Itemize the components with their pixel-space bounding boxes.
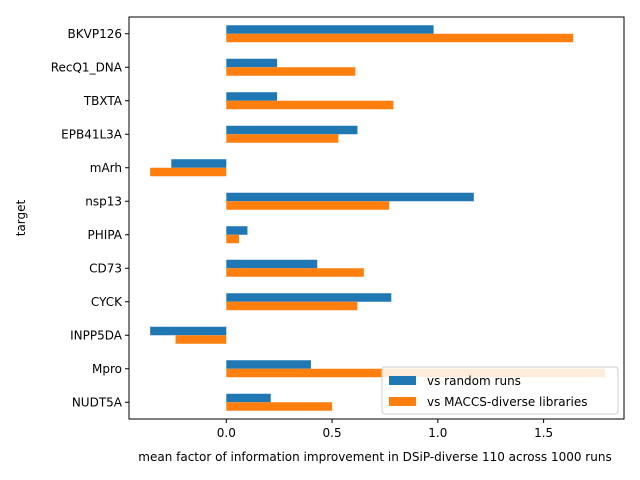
legend-swatch [389, 376, 416, 385]
bar-maccs-nsp13 [226, 201, 390, 210]
bars-layer [150, 25, 605, 411]
x-axis-label: mean factor of information improvement i… [138, 450, 611, 464]
bar-random-tbxta [226, 92, 278, 101]
bar-random-cyck [226, 293, 392, 302]
bar-maccs-marh [150, 167, 227, 177]
bar-maccs-epb41l3a [226, 134, 339, 143]
y-tick-label: BKVP126 [68, 27, 122, 41]
y-tick-label: EPB41L3A [61, 127, 123, 141]
y-tick-label: NUDT5A [72, 395, 123, 409]
y-tick-label: RecQ1_DNA [51, 60, 123, 74]
bar-random-inpp5da [150, 326, 227, 336]
bar-maccs-bkvp126 [226, 33, 574, 43]
y-axis-label: target [14, 199, 28, 236]
y-tick-label: CYCK [91, 295, 123, 309]
legend: vs random runs vs MACCS-diverse libraries [381, 366, 619, 415]
bar-maccs-inpp5da [175, 335, 227, 344]
bar-maccs-nudt5a [226, 402, 333, 411]
x-tick-label: 0.5 [323, 426, 342, 440]
legend-entry-label: vs MACCS-diverse libraries [427, 395, 588, 409]
legend-box [381, 366, 619, 415]
bar-random-recq1-dna [226, 58, 278, 68]
x-tick-label: 1.5 [534, 426, 553, 440]
bar-random-epb41l3a [226, 125, 358, 135]
y-tick-label: nsp13 [85, 194, 122, 208]
bar-random-marh [171, 159, 227, 168]
bar-maccs-cyck [226, 301, 358, 311]
bar-maccs-tbxta [226, 100, 394, 110]
bar-random-mpro [226, 360, 311, 369]
x-axis: 0.0 0.5 1.0 1.5 [217, 419, 553, 440]
y-tick-label: Mpro [92, 362, 122, 376]
x-tick-label: 0.0 [217, 426, 236, 440]
y-tick-label: PHIPA [88, 228, 123, 242]
y-tick-label: mArh [90, 161, 122, 175]
y-axis: BKVP126 RecQ1_DNA TBXTA EPB41L3A mArh nsp13 PH… [51, 27, 129, 409]
plot-frame [128, 16, 625, 420]
legend-entry-label: vs random runs [427, 374, 521, 388]
bar-maccs-cd73 [226, 268, 364, 277]
x-tick-label: 1.0 [428, 426, 447, 440]
y-tick-label: CD73 [89, 261, 122, 275]
bar-maccs-recq1-dna [226, 67, 356, 76]
bar-random-nudt5a [226, 393, 271, 403]
y-tick-label: INPP5DA [70, 328, 123, 342]
bar-random-nsp13 [226, 192, 474, 202]
bar-maccs-phipa [226, 234, 239, 244]
bar-random-cd73 [226, 259, 318, 269]
y-tick-label: TBXTA [83, 94, 123, 108]
legend-swatch [389, 397, 416, 406]
bar-random-phipa [226, 226, 248, 235]
bar-random-bkvp126 [226, 25, 434, 34]
